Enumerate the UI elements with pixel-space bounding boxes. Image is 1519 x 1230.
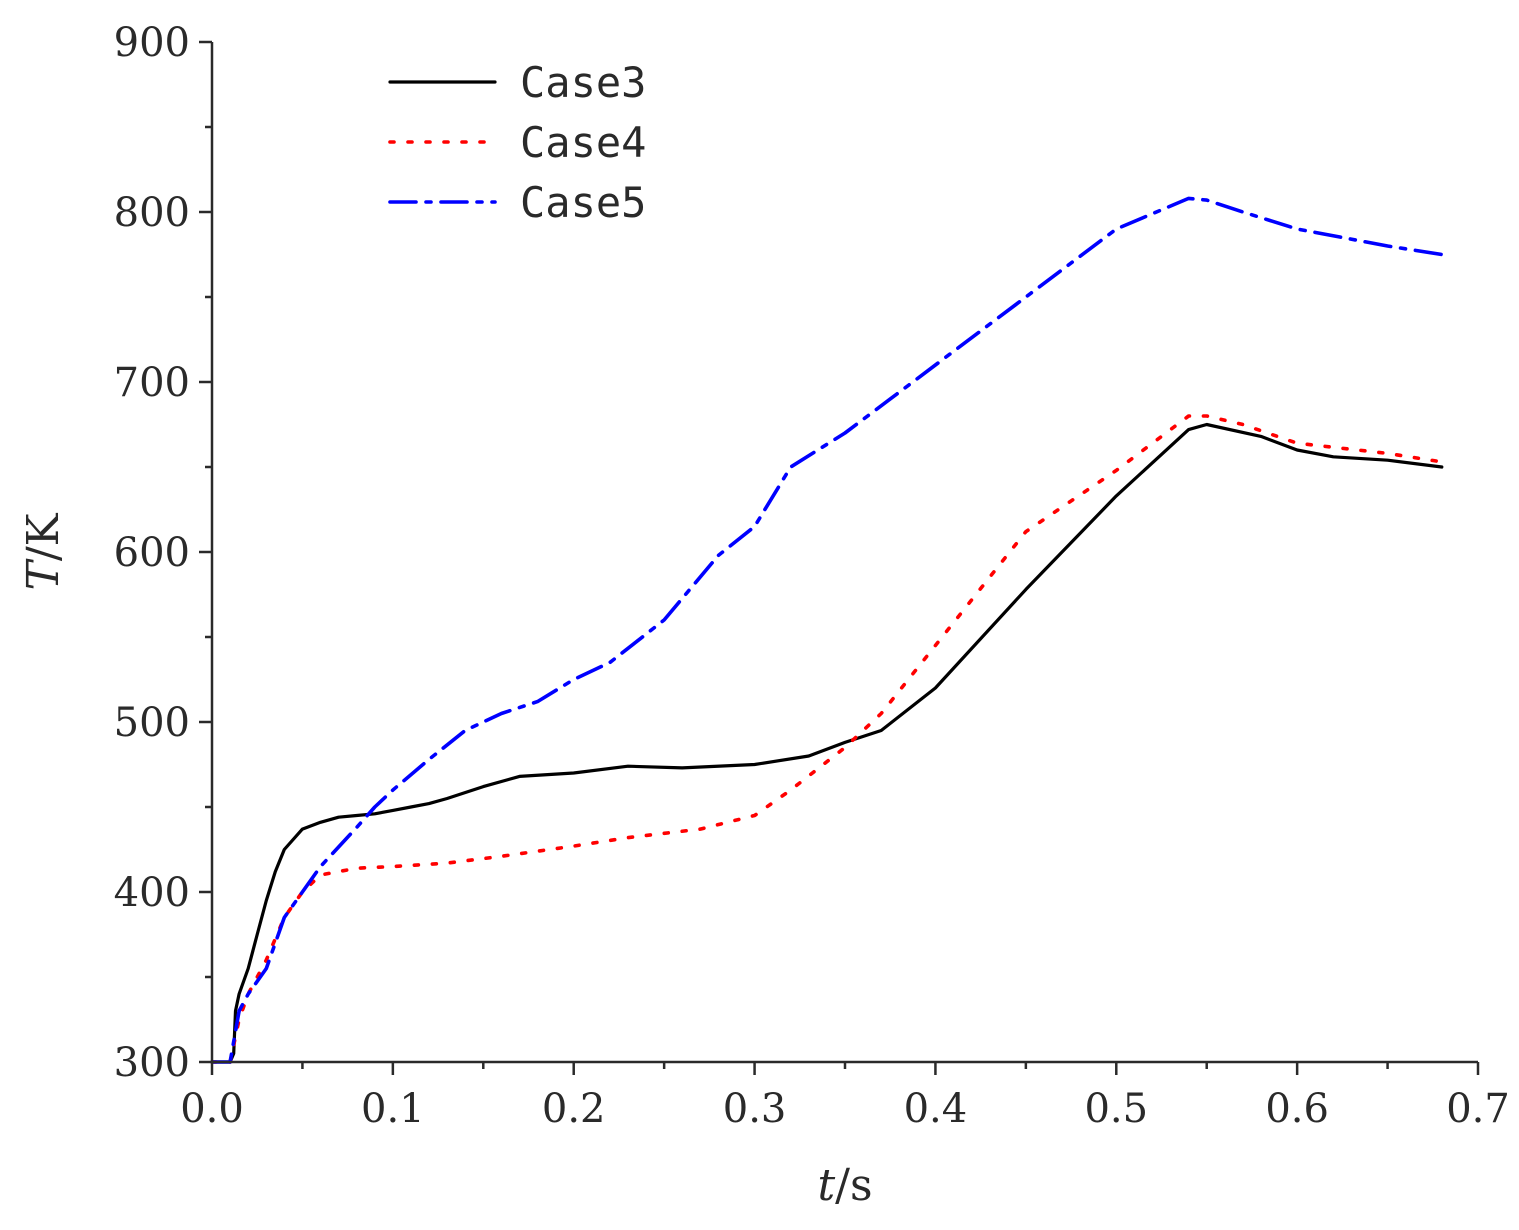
x-tick-label: 0.6 [1265,1086,1329,1132]
x-tick-label: 0.4 [904,1086,968,1132]
x-axis-title: t/s [817,1160,872,1211]
y-tick-label: 300 [114,1040,190,1086]
y-tick-label: 700 [114,360,190,406]
legend-label-case5: Case5 [520,178,646,227]
legend-label-case4: Case4 [520,118,646,167]
x-tick-label: 0.2 [542,1086,606,1132]
x-tick-label: 0.1 [361,1086,425,1132]
y-tick-label: 800 [114,190,190,236]
legend: Case3 Case4 Case5 [388,58,646,227]
y-tick-label: 500 [114,700,190,746]
y-tick-label: 400 [114,870,190,916]
series-line-case5 [210,196,1444,1064]
axes: 0.0 0.1 0.2 0.3 0.4 0.5 0.6 0.7 300 400 500 600 700 8… [18,20,1510,1211]
y-tick-label: 900 [114,20,190,66]
y-tick-label: 600 [114,530,190,576]
x-tick-label: 0.0 [180,1086,244,1132]
x-tick-label: 0.5 [1084,1086,1148,1132]
series-line-case3 [210,422,1444,1064]
x-tick-label: 0.7 [1446,1086,1510,1132]
series-line-case4 [210,414,1444,1064]
legend-label-case3: Case3 [520,58,646,107]
series-lines [210,196,1444,1064]
y-axis-title: T/K [18,512,69,590]
x-tick-label: 0.3 [723,1086,787,1132]
